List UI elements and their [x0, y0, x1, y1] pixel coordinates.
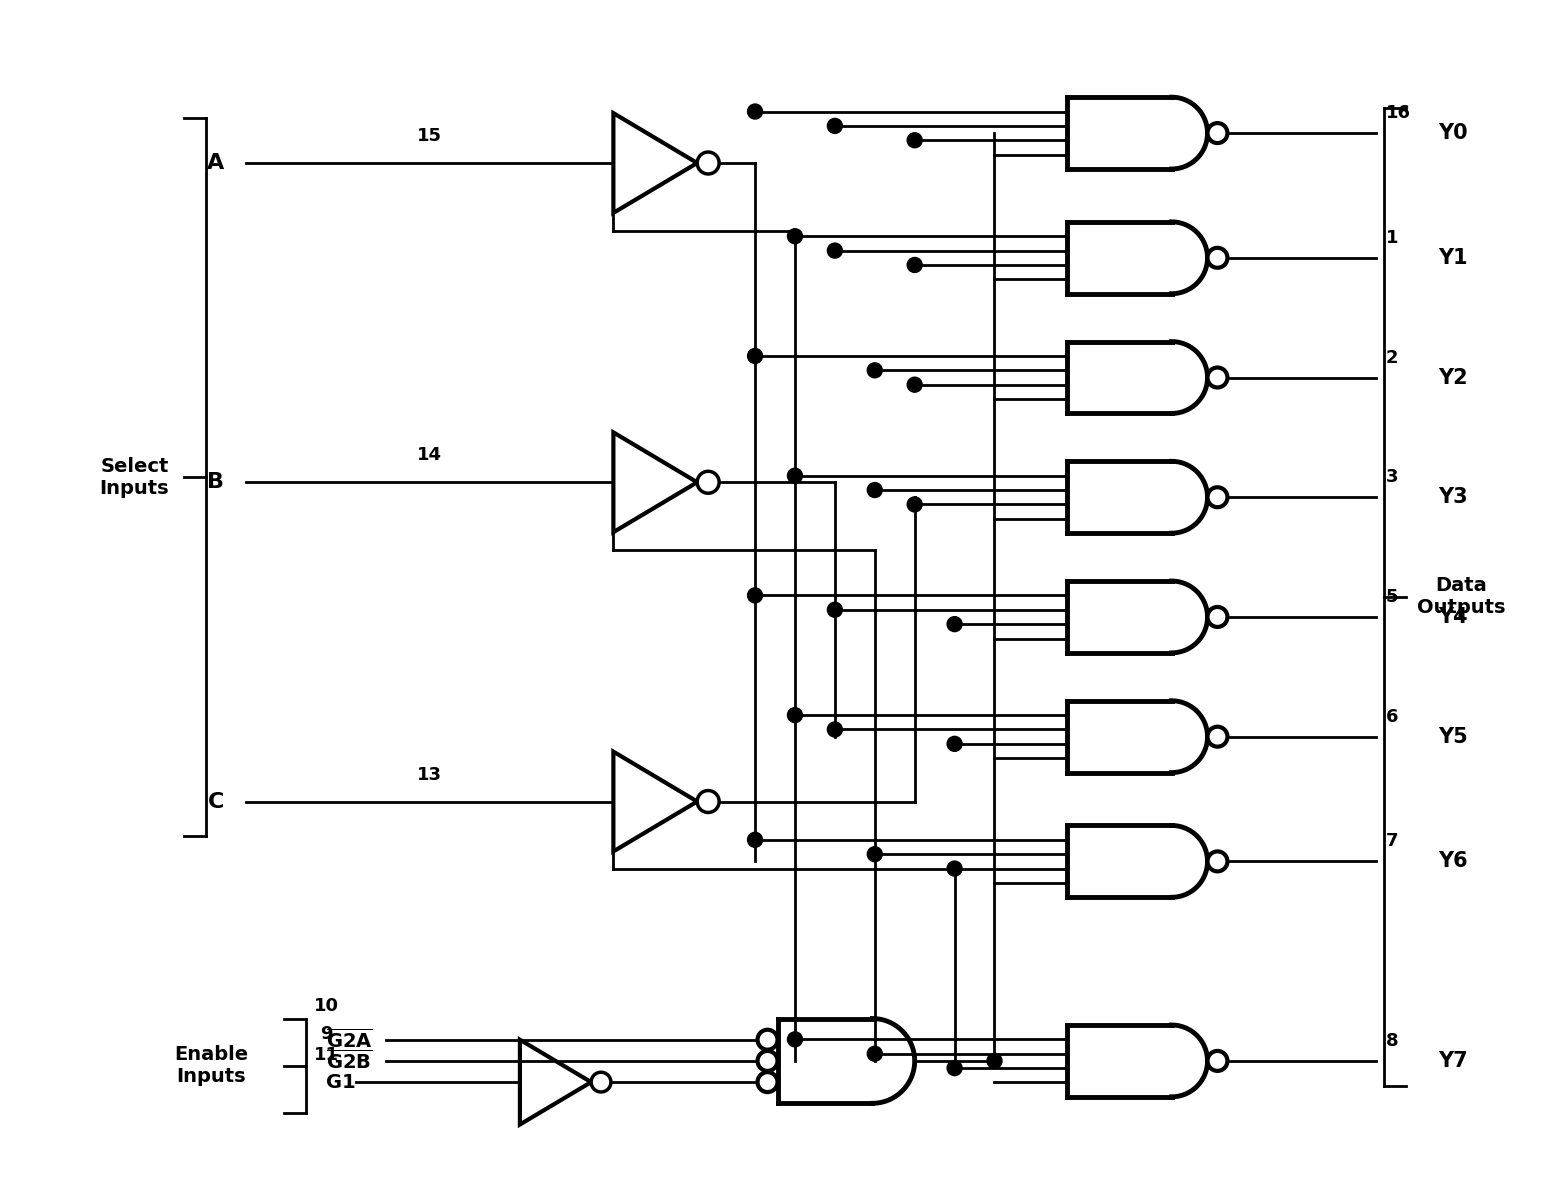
- Circle shape: [697, 153, 718, 174]
- Circle shape: [1208, 488, 1227, 508]
- Circle shape: [1208, 248, 1227, 268]
- Circle shape: [827, 722, 843, 737]
- Text: 10: 10: [314, 997, 339, 1014]
- Circle shape: [697, 471, 718, 493]
- Text: 5: 5: [1386, 588, 1398, 606]
- Text: Y7: Y7: [1438, 1051, 1468, 1070]
- Circle shape: [947, 616, 963, 632]
- Text: Y4: Y4: [1438, 607, 1468, 627]
- Text: $\overline{\mathbf{G2A}}$: $\overline{\mathbf{G2A}}$: [327, 1028, 373, 1051]
- Text: 9: 9: [320, 1025, 333, 1043]
- Circle shape: [1208, 727, 1227, 746]
- Circle shape: [827, 243, 843, 259]
- Circle shape: [787, 708, 802, 722]
- Circle shape: [987, 1054, 1001, 1068]
- Text: 14: 14: [417, 446, 442, 465]
- Circle shape: [827, 602, 843, 617]
- Circle shape: [757, 1072, 778, 1092]
- Circle shape: [868, 846, 882, 862]
- Circle shape: [787, 468, 802, 483]
- Circle shape: [1208, 607, 1227, 627]
- Text: A: A: [207, 153, 224, 173]
- Circle shape: [748, 104, 762, 119]
- Circle shape: [907, 497, 922, 511]
- Circle shape: [868, 483, 882, 497]
- Circle shape: [748, 832, 762, 848]
- Text: 7: 7: [1386, 832, 1398, 850]
- Text: 1: 1: [1386, 229, 1398, 247]
- Text: Select
Inputs: Select Inputs: [100, 457, 169, 498]
- Circle shape: [1208, 123, 1227, 143]
- Text: 15: 15: [417, 128, 442, 145]
- Text: 13: 13: [417, 765, 442, 783]
- Circle shape: [1208, 367, 1227, 387]
- Circle shape: [907, 132, 922, 148]
- Circle shape: [947, 861, 963, 876]
- Circle shape: [947, 737, 963, 751]
- Text: 8: 8: [1386, 1032, 1398, 1050]
- Circle shape: [697, 790, 718, 813]
- Circle shape: [907, 257, 922, 273]
- Text: $\overline{\mathbf{G2B}}$: $\overline{\mathbf{G2B}}$: [327, 1049, 373, 1073]
- Text: Y0: Y0: [1438, 123, 1468, 143]
- Circle shape: [1208, 1051, 1227, 1070]
- Text: C: C: [208, 791, 224, 812]
- Circle shape: [868, 1047, 882, 1061]
- Text: B: B: [207, 472, 224, 492]
- Text: Y5: Y5: [1438, 727, 1468, 746]
- Text: Y1: Y1: [1438, 248, 1468, 268]
- Text: 11: 11: [314, 1047, 339, 1064]
- Circle shape: [787, 229, 802, 243]
- Text: 2: 2: [1386, 348, 1398, 367]
- Text: G1: G1: [327, 1073, 356, 1092]
- Circle shape: [827, 118, 843, 134]
- Circle shape: [748, 588, 762, 603]
- Circle shape: [757, 1030, 778, 1050]
- Text: Data
Outputs: Data Outputs: [1417, 577, 1505, 617]
- Circle shape: [591, 1073, 611, 1092]
- Text: Enable
Inputs: Enable Inputs: [174, 1045, 249, 1086]
- Text: Y6: Y6: [1438, 851, 1468, 871]
- Text: 6: 6: [1386, 708, 1398, 726]
- Circle shape: [757, 1051, 778, 1070]
- Circle shape: [907, 377, 922, 392]
- Circle shape: [1208, 851, 1227, 871]
- Circle shape: [787, 1032, 802, 1047]
- Text: Y2: Y2: [1438, 367, 1468, 387]
- Circle shape: [947, 1061, 963, 1075]
- Circle shape: [748, 348, 762, 364]
- Text: Y3: Y3: [1438, 488, 1468, 508]
- Circle shape: [868, 362, 882, 378]
- Text: 3: 3: [1386, 468, 1398, 486]
- Text: 16: 16: [1386, 104, 1410, 122]
